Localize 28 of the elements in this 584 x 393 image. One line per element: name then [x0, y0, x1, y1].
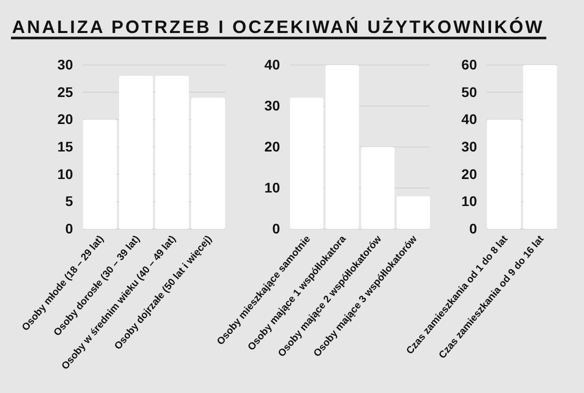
bar	[361, 147, 394, 229]
y-tick-label: 10	[461, 193, 478, 210]
y-tick-label: 50	[461, 84, 478, 100]
y-tick-label: 20	[461, 166, 478, 182]
y-tick-label: 0	[65, 220, 74, 236]
y-tick-label: 30	[264, 97, 280, 114]
text: ANALIZA POTRZEB I OCZEKIWAŃ UŻYTKOWNIKÓW	[12, 17, 544, 37]
y-tick-label: 15	[57, 138, 74, 154]
y-tick-label: 20	[264, 138, 280, 154]
y-tick-label: 10	[264, 179, 280, 196]
y-tick-label: 40	[461, 111, 478, 128]
y-tick-label: 10	[57, 166, 74, 182]
y-tick-label: 5	[65, 193, 74, 210]
y-tick-label: 30	[57, 56, 74, 72]
bar	[83, 120, 117, 229]
bar	[119, 76, 153, 229]
bar	[290, 98, 324, 229]
bar	[326, 65, 359, 229]
bar	[191, 98, 225, 229]
y-tick-label: 40	[264, 56, 280, 72]
y-tick-label: 0	[272, 220, 280, 236]
y-tick-label: 30	[461, 138, 478, 154]
bar	[155, 76, 189, 229]
y-tick-label: 20	[57, 111, 74, 128]
y-tick-label: 0	[469, 220, 478, 236]
y-tick-label: 25	[57, 84, 74, 100]
bar	[396, 196, 430, 229]
y-tick-label: 60	[461, 56, 478, 72]
